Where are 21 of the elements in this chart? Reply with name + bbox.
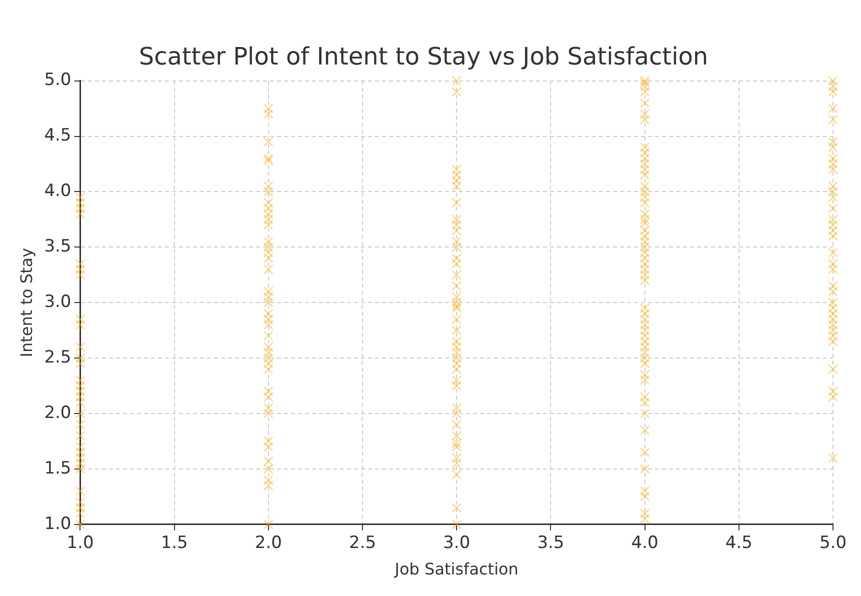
y-tick-label: 2.5 — [44, 347, 72, 368]
x-tick-label: 4.5 — [725, 533, 752, 554]
x-tick-label: 1.0 — [66, 533, 94, 554]
x-tick-label: 2.5 — [349, 533, 376, 554]
x-tick-label: 4.0 — [631, 533, 658, 554]
x-tick-label: 5.0 — [819, 533, 847, 554]
y-tick-label: 4.0 — [44, 181, 72, 202]
x-tick-label: 2.0 — [254, 533, 282, 554]
chart-title: Scatter Plot of Intent to Stay vs Job Satisfaction — [138, 42, 708, 71]
y-tick-label: 1.5 — [44, 458, 72, 478]
y-tick-label: 5.0 — [44, 70, 72, 90]
x-tick-label: 1.5 — [160, 533, 188, 554]
y-tick-label: 3.0 — [44, 292, 72, 312]
y-tick-label: 3.5 — [44, 236, 72, 257]
x-tick-label: 3.5 — [537, 533, 564, 554]
y-tick-label: 1.0 — [44, 514, 72, 534]
x-tick-label: 3.0 — [443, 533, 470, 554]
y-tick-label: 2.0 — [44, 402, 72, 423]
x-axis-title: Job Satisfaction — [394, 560, 518, 579]
y-axis-title: Intent to Stay — [16, 248, 36, 358]
y-tick-label: 4.5 — [44, 126, 72, 146]
